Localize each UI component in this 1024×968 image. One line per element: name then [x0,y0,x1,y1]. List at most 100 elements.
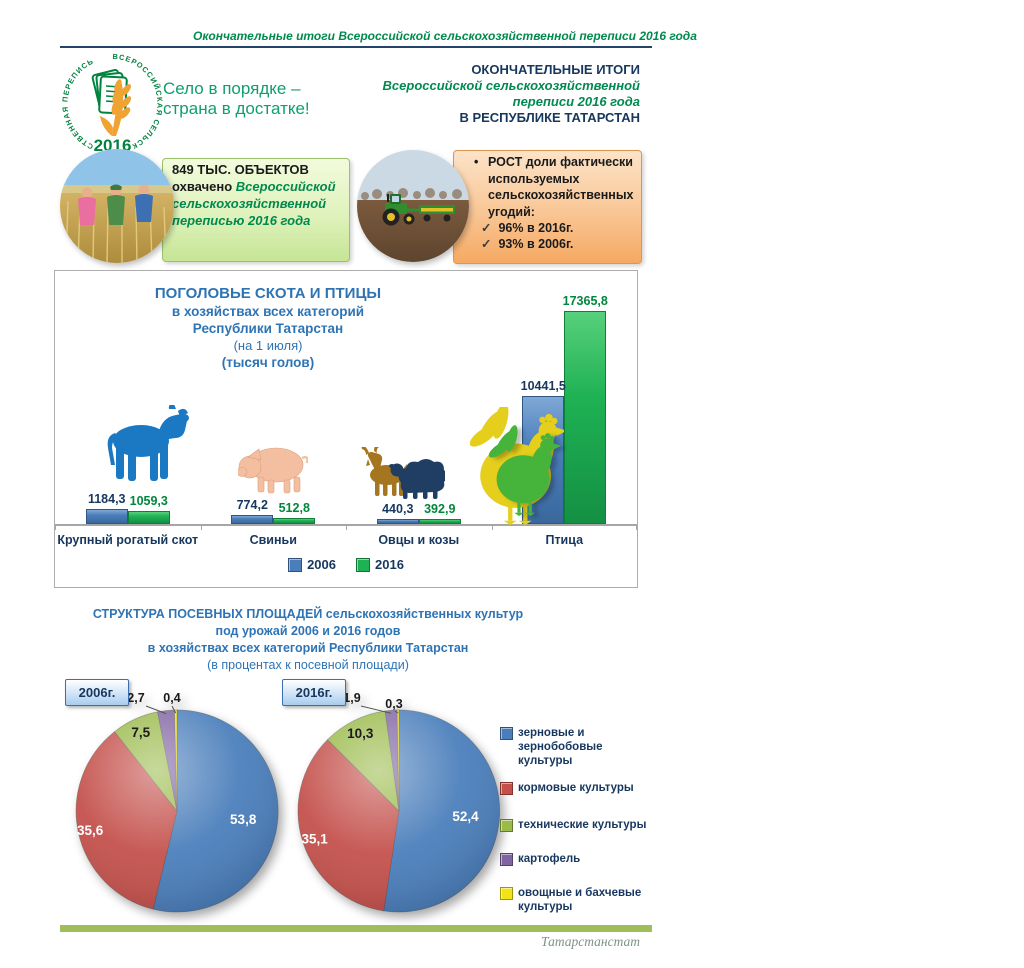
bar-2006-1 [231,514,274,524]
bar-value-label: 1059,3 [129,494,168,508]
land-use-highlight-box [453,150,642,264]
pie-callout-label-3: 1,9 [343,691,360,705]
category-label-3: Птица [545,533,584,547]
footer-divider [60,925,652,932]
legend-label: 2006 [307,557,336,572]
hen-green-icon [488,425,562,516]
pie-callout-line-4 [171,705,177,714]
pie-value-label-2: 10,3 [347,726,374,741]
pie-legend-label-2: технические культуры [518,819,647,831]
bar-2016-2 [418,519,461,524]
bar-axis-tick [200,524,202,530]
census-2016-logo: ВСЕРОССИЙСКАЯ СЕЛЬСКОХОЗЯЙСТВЕННАЯ ПЕРЕП… [60,52,165,155]
pie-legend-swatch-4 [500,887,513,900]
bar-2006-0 [85,509,128,524]
bar-chart-title: ПОГОЛОВЬЕ СКОТА И ПТИЦЫ в хозяйствах все… [154,285,382,370]
pie-chart-2006: 53,8 35,6 7,5 2,7 0,4 [75,691,279,913]
land-use-item-2016: ✓ 96% в 2016г. [481,221,574,235]
bar-2006-2 [376,518,419,524]
tractor-photo [357,150,469,262]
bar-value-label: 1184,3 [87,492,126,507]
slogan: Село в порядке – страна в достатке! [163,79,310,119]
pie-legend-item-2: технические культуры [500,818,658,832]
pie-legend-swatch-3 [500,853,513,866]
bar-plot-area: 1184,3 774,2 440,3 10441,5 1059,3 512,8 392,9 1… [55,271,637,587]
header-divider [60,46,652,48]
bar-2016-3 [564,311,607,524]
bar-axis-tick [346,524,347,530]
pie-callout-label-3: 2,7 [127,691,144,705]
legend-label: 2016 [375,557,404,572]
bar-2016-1 [273,517,316,524]
category-label-1: Свиньи [249,533,297,547]
year-badge-2006: 2006г. [65,679,129,706]
pie-legend-item-0: зерновые и зернобобовые культуры [500,726,658,768]
pie-value-label-1: 35,6 [77,823,104,838]
bar-axis-tick [55,524,56,530]
pie-legend-label-1: кормовые культуры [518,782,634,794]
tractor-figure [382,194,455,226]
pie-legend-item-3: картофель [500,852,658,866]
pig-icon [238,447,308,494]
title-line2: Всероссийской сельскохозяйственной [382,78,640,93]
bar-value-label: 512,8 [278,500,310,515]
bar-value-label: 17365,8 [562,294,608,308]
category-label-0: Крупный рогатый скот [57,533,199,547]
bar-value-label: 774,2 [236,497,268,512]
pie-value-label-2: 7,5 [131,725,150,740]
coverage-highlight-text: 849 ТЫС. ОБЪЕКТОВ охвачено Всероссийской… [172,162,336,228]
coverage-highlight-box [162,158,350,262]
category-label-2: Овцы и козы [378,533,460,547]
pie-section-title: СТРУКТУРА ПОСЕВНЫХ ПЛОЩАДЕЙ сельскохозяй… [92,607,524,672]
pie-legend: зерновые и зернобобовые культуры кормовые… [500,726,658,914]
pie-value-label-1: 35,1 [301,832,328,847]
legend-item-2016: 2016 [356,557,404,572]
pie-legend-label-4: овощные и бахчевые культуры [518,887,642,913]
field-photo [60,149,174,263]
bar-value-label: 10441,5 [520,378,566,393]
title-line3: переписи 2016 года [512,94,640,109]
header-note: Окончательные итоги Всероссийской сельск… [193,29,697,43]
bar-value-label: 440,3 [382,501,414,516]
legend-swatch-2006 [288,557,303,572]
pie-value-label-0: 53,8 [230,812,257,827]
legend-item-2006: 2006 [288,557,336,572]
pie-callout-line-4 [394,710,399,714]
check-icon: ✓ [481,237,492,251]
year-badge-2016: 2016г. [282,679,346,706]
pie-callout-label-4: 0,4 [163,691,180,705]
pie-callout-line-3 [145,705,167,715]
bar-2016-0 [127,511,170,524]
sheep-icon [389,459,445,499]
pie-legend-label-0: зерновые и зернобобовые культуры [518,727,603,767]
coverage-count: 849 ТЫС. ОБЪЕКТОВ [172,162,309,177]
title-line1: ОКОНЧАТЕЛЬНЫЕ ИТОГИ [471,62,640,77]
bar-chart-legend: 2006 2016 [55,557,637,572]
land-use-item-2006: ✓ 93% в 2006г. [481,237,574,251]
pie-callout-label-4: 0,3 [385,697,402,711]
bar-value-label: 392,9 [424,502,456,517]
pie-legend-item-4: овощные и бахчевые культуры [500,886,658,914]
slogan-line2: страна в достатке! [163,99,310,118]
bar-axis-tick [491,524,493,530]
logo-wheat-icon [100,79,132,136]
tree-line [361,188,462,200]
pie-legend-swatch-2 [500,819,513,832]
people-figures [78,184,153,225]
pie-slice-0 [383,709,501,913]
legend-swatch-2016 [356,557,370,572]
pie-chart-2016: 52,4 35,1 10,3 1,9 0,3 [297,691,501,913]
pie-legend-item-1: кормовые культуры [500,781,658,795]
source-label: Татарстанстат [541,934,640,949]
pie-value-label-0: 52,4 [452,809,479,824]
slogan-line1: Село в порядке – [163,79,301,98]
pie-legend-swatch-1 [500,782,513,795]
livestock-chart-panel: ПОГОЛОВЬЕ СКОТА И ПТИЦЫ в хозяйствах все… [54,270,638,588]
cow-icon [107,405,189,481]
bar-axis-tick [636,524,637,530]
pie-legend-swatch-0 [500,727,513,740]
check-icon: ✓ [481,221,492,235]
pie-legend-label-3: картофель [518,853,581,865]
title-line4: В РЕСПУБЛИКЕ ТАТАРСТАН [459,110,640,125]
